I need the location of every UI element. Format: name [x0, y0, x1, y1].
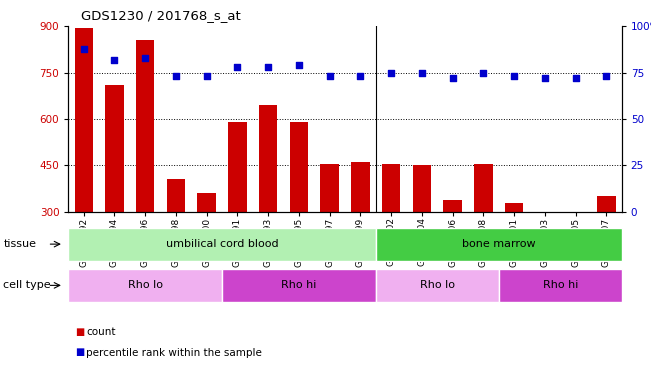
Bar [474, 164, 493, 304]
Point [263, 64, 273, 70]
Point [109, 57, 120, 63]
Point [171, 74, 181, 80]
Bar [222, 269, 376, 302]
Point [509, 74, 519, 80]
Bar [566, 216, 585, 304]
Bar [136, 40, 154, 304]
Point [79, 45, 89, 51]
Bar [443, 200, 462, 304]
Bar [505, 202, 523, 304]
Point [447, 75, 458, 81]
Bar [597, 196, 616, 304]
Text: cell type: cell type [3, 280, 51, 290]
Text: Rho lo: Rho lo [128, 280, 163, 290]
Point [601, 74, 611, 80]
Text: Rho lo: Rho lo [420, 280, 455, 290]
Point [386, 70, 396, 76]
Bar [229, 122, 247, 304]
Bar [290, 122, 308, 304]
Bar [413, 165, 431, 304]
Bar [351, 162, 370, 304]
Point [540, 75, 550, 81]
Bar [105, 85, 124, 304]
Point [294, 62, 304, 68]
Text: tissue: tissue [3, 239, 36, 249]
Bar [259, 105, 277, 304]
Text: count: count [86, 327, 115, 337]
Point [324, 74, 335, 80]
Bar [376, 228, 622, 261]
Bar [320, 164, 339, 304]
Point [570, 75, 581, 81]
Bar [167, 179, 185, 304]
Point [478, 70, 488, 76]
Point [417, 70, 427, 76]
Text: GDS1230 / 201768_s_at: GDS1230 / 201768_s_at [81, 9, 241, 22]
Bar [197, 194, 216, 304]
Bar [376, 269, 499, 302]
Text: percentile rank within the sample: percentile rank within the sample [86, 348, 262, 357]
Text: ■: ■ [75, 348, 84, 357]
Bar [499, 269, 622, 302]
Bar [382, 164, 400, 304]
Text: Rho hi: Rho hi [281, 280, 316, 290]
Text: Rho hi: Rho hi [542, 280, 578, 290]
Bar [536, 213, 554, 304]
Point [355, 74, 366, 80]
Bar [74, 28, 93, 305]
Bar [68, 269, 222, 302]
Text: umbilical cord blood: umbilical cord blood [166, 239, 279, 249]
Text: bone marrow: bone marrow [462, 239, 536, 249]
Text: ■: ■ [75, 327, 84, 337]
Point [232, 64, 243, 70]
Point [201, 74, 212, 80]
Bar [68, 228, 376, 261]
Point [140, 55, 150, 61]
